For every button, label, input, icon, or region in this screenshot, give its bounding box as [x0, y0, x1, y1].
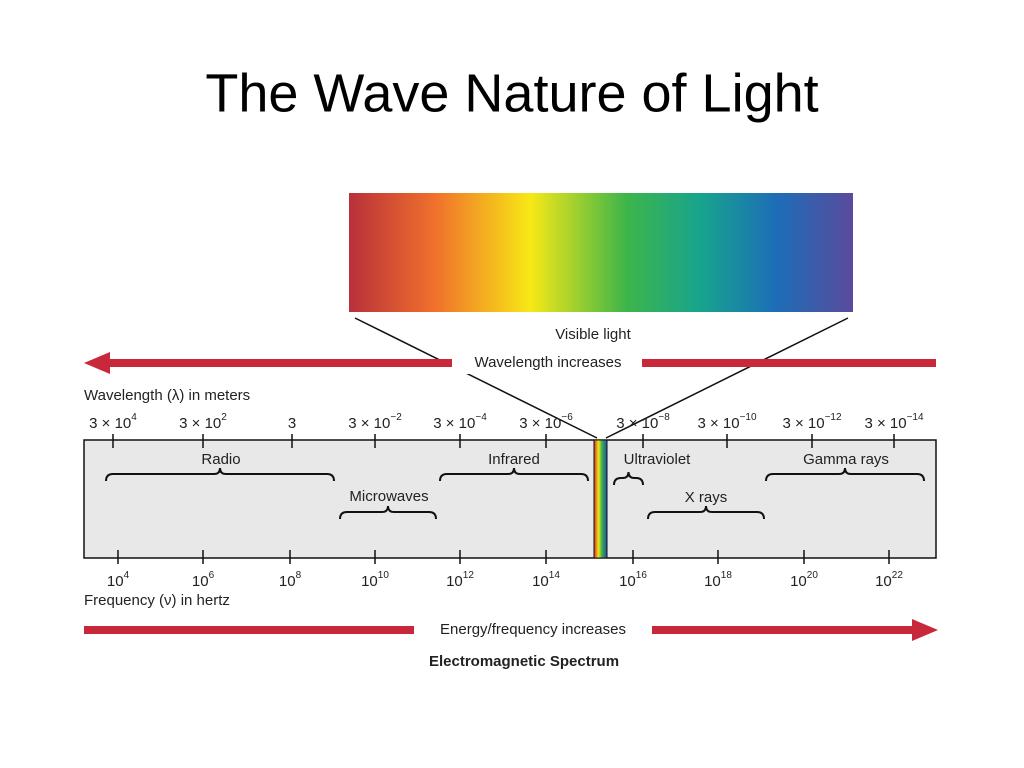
- tick-label: 3 × 102: [179, 412, 227, 432]
- tick-label: 104: [107, 570, 130, 590]
- visible-label: Visible light: [555, 326, 631, 343]
- region-brace: [613, 471, 644, 486]
- tick-exponent: −10: [740, 412, 757, 423]
- tick-mantissa: 10: [704, 573, 721, 590]
- tick-exponent: 4: [124, 570, 130, 581]
- tick-label: 1022: [875, 570, 903, 590]
- tick-label: 106: [192, 570, 215, 590]
- tick-mantissa: 3 × 10: [348, 415, 390, 432]
- tick-exponent: 14: [549, 570, 561, 581]
- tick-exponent: 4: [131, 412, 137, 423]
- tick-exponent: 18: [721, 570, 733, 581]
- tick-mantissa: 10: [107, 573, 124, 590]
- caption: Electromagnetic Spectrum: [429, 653, 619, 670]
- tick-label: 1020: [790, 570, 818, 590]
- region-brace: [105, 467, 335, 482]
- tick-mantissa: 3 × 10: [179, 415, 221, 432]
- tick-label: 1018: [704, 570, 732, 590]
- tick-mantissa: 10: [790, 573, 807, 590]
- tick-mantissa: 10: [619, 573, 636, 590]
- frequency-axis-label: Frequency (ν) in hertz: [84, 592, 230, 609]
- zoom-line: [354, 317, 598, 439]
- region-brace: [439, 467, 589, 482]
- tick-mantissa: 10: [361, 573, 378, 590]
- tick-exponent: −14: [907, 412, 924, 423]
- tick-exponent: −2: [390, 412, 402, 423]
- wavelength-axis-label: Wavelength (λ) in meters: [84, 387, 250, 404]
- tick-exponent: 12: [463, 570, 475, 581]
- energy-arrow-label: Energy/frequency increases: [440, 621, 626, 638]
- label-bg: [452, 352, 642, 374]
- tick-label: 3 × 10−6: [519, 412, 573, 432]
- slide-title: The Wave Nature of Light: [205, 63, 818, 123]
- tick-exponent: 16: [636, 570, 648, 581]
- tick-label: 3 × 10−4: [433, 412, 487, 432]
- tick-mantissa: 10: [532, 573, 549, 590]
- tick-exponent: −12: [825, 412, 842, 423]
- tick-label: 3 × 10−12: [782, 412, 842, 432]
- region-label: X rays: [685, 489, 728, 506]
- tick-label: 3 × 10−8: [616, 412, 670, 432]
- zoom-line: [605, 317, 849, 439]
- tick-exponent: −8: [658, 412, 670, 423]
- tick-exponent: 6: [209, 570, 215, 581]
- tick-label: 1014: [532, 570, 560, 590]
- tick-label: 1012: [446, 570, 474, 590]
- tick-label: 1016: [619, 570, 647, 590]
- region-label: Gamma rays: [803, 451, 889, 468]
- label-bg: [414, 619, 652, 641]
- tick-mantissa: 3 × 10: [782, 415, 824, 432]
- tick-exponent: 20: [807, 570, 819, 581]
- tick-label: 1010: [361, 570, 389, 590]
- region-label: Microwaves: [349, 488, 428, 505]
- tick-mantissa: 3 × 10: [433, 415, 475, 432]
- region-brace: [647, 505, 765, 520]
- region-label: Ultraviolet: [624, 451, 692, 468]
- wavelength-arrow-label: Wavelength increases: [474, 354, 621, 371]
- tick-exponent: 2: [221, 412, 227, 423]
- tick-mantissa: 10: [192, 573, 209, 590]
- tick-label: 3 × 10−14: [864, 412, 924, 432]
- tick-mantissa: 3 × 10: [697, 415, 739, 432]
- tick-mantissa: 3 × 10: [864, 415, 906, 432]
- arrow-head: [84, 352, 110, 374]
- visible-strip: [593, 439, 608, 559]
- region-brace: [765, 467, 925, 482]
- tick-label: 3 × 10−10: [697, 412, 757, 432]
- visible-spectrum: [349, 193, 853, 312]
- tick-exponent: −4: [475, 412, 487, 423]
- tick-mantissa: 3 × 10: [616, 415, 658, 432]
- tick-label: 3: [288, 415, 296, 432]
- tick-mantissa: 10: [875, 573, 892, 590]
- tick-exponent: 22: [892, 570, 904, 581]
- tick-label: 3 × 104: [89, 412, 137, 432]
- arrow-head: [912, 619, 938, 641]
- diagram-elements: 3 × 104 3 × 102 3 3 × 10−2 3 × 10−4 3 × 10−6 3…: [89, 412, 925, 590]
- tick-label: 3 × 10−2: [348, 412, 402, 432]
- region-label: Infrared: [488, 451, 540, 468]
- region-label: Radio: [201, 451, 240, 468]
- tick-mantissa: 3: [288, 415, 296, 432]
- tick-mantissa: 3 × 10: [89, 415, 131, 432]
- tick-exponent: 8: [296, 570, 302, 581]
- tick-mantissa: 10: [279, 573, 296, 590]
- tick-mantissa: 3 × 10: [519, 415, 561, 432]
- tick-exponent: 10: [378, 570, 390, 581]
- tick-label: 108: [279, 570, 302, 590]
- spectrum-box: [83, 439, 937, 559]
- region-brace: [339, 505, 437, 520]
- tick-exponent: −6: [561, 412, 573, 423]
- tick-mantissa: 10: [446, 573, 463, 590]
